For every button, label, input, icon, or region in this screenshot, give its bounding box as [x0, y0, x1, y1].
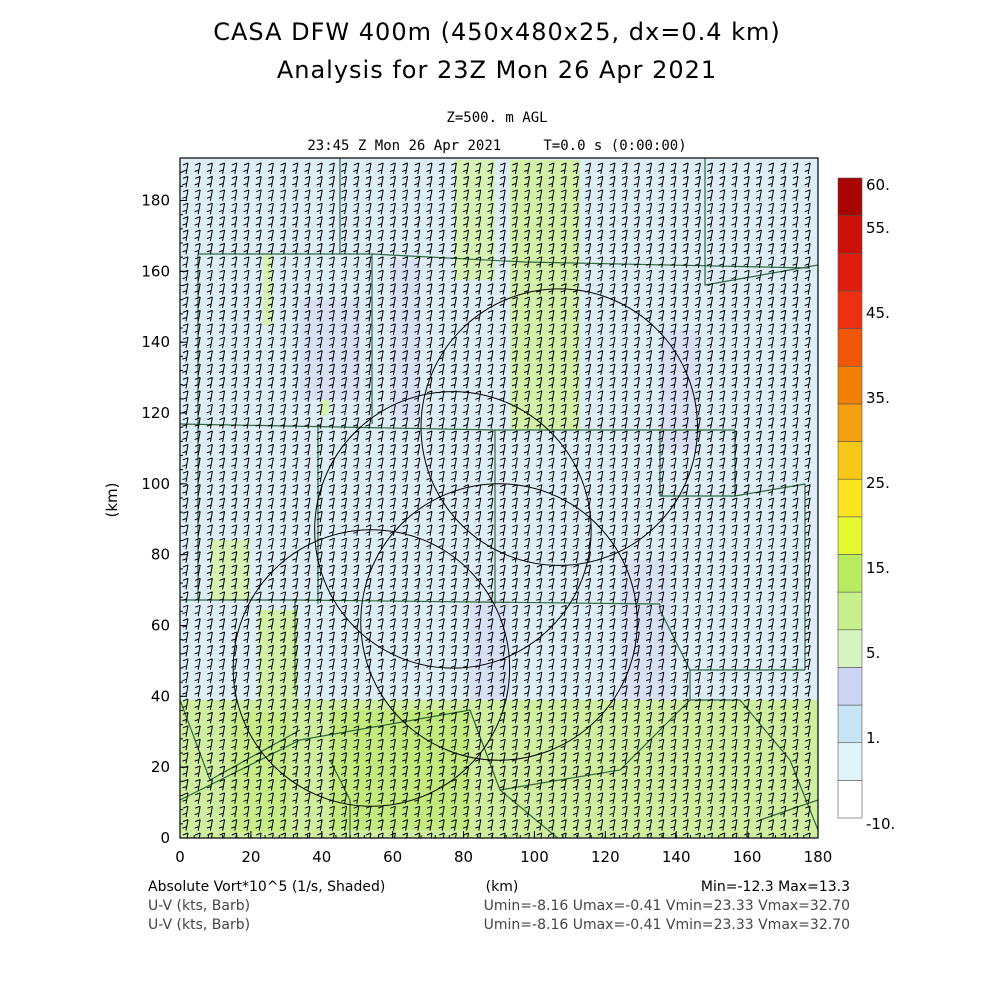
county-boundary — [704, 158, 818, 286]
shading-patch — [620, 560, 670, 700]
colorbar-swatch — [837, 290, 863, 329]
x-tick-label: 140 — [662, 848, 691, 866]
x-axis: 0 20 40 60 80 100 120 140 160 180 — [175, 831, 832, 866]
shading-patch — [263, 255, 273, 325]
chart-title: CASA DFW 400m (450x480x25, dx=0.4 km) — [213, 18, 781, 46]
y-tick-label: 60 — [151, 617, 170, 635]
x-tick-label: 180 — [804, 848, 833, 866]
colorbar-swatch — [837, 704, 863, 744]
y-tick-label: 40 — [151, 687, 170, 705]
y-tick-label: 180 — [141, 192, 170, 210]
footer-field1-name: Absolute Vort*10^5 (1/s, Shaded) — [148, 879, 385, 895]
county-boundary — [329, 759, 351, 838]
colorbar-label: 35. — [866, 389, 890, 407]
colorbar-label: -10. — [866, 815, 895, 833]
radar-range-ring — [314, 391, 592, 669]
y-tick-label: 0 — [160, 829, 170, 847]
shading-patch — [258, 610, 298, 700]
colorbar-label: 5. — [866, 644, 880, 662]
county-boundary — [198, 253, 811, 269]
y-axis: 0 20 40 60 80 100 120 140 160 180 — [141, 157, 187, 847]
x-tick-label: 120 — [591, 848, 620, 866]
county-boundary — [499, 699, 691, 791]
colorbar-swatch — [837, 328, 863, 367]
shading-patch — [210, 540, 250, 600]
x-tick-label: 20 — [241, 848, 260, 866]
colorbar-swatch — [837, 215, 863, 254]
x-tick-label: 160 — [733, 848, 762, 866]
colorbar-label: 45. — [866, 304, 890, 322]
shading-patch — [470, 600, 510, 700]
radar-range-ring — [232, 529, 511, 807]
wind-barbs — [182, 162, 811, 838]
x-tick-label: 0 — [175, 848, 185, 866]
colorbar-swatch — [837, 177, 863, 216]
y-tick-label: 20 — [151, 758, 170, 776]
colorbar-swatch — [837, 554, 863, 593]
footer-field1-units: (km) — [486, 879, 519, 895]
colorbar-swatch — [837, 667, 863, 706]
y-tick-label: 140 — [141, 333, 170, 351]
chart-subtitle: Analysis for 23Z Mon 26 Apr 2021 — [277, 56, 717, 84]
colorbar: 60. 55. 45. 35. 25. 15. 5. 1. -10. — [837, 176, 895, 833]
footer-field3-range: Umin=-8.16 Umax=-0.41 Vmin=23.33 Vmax=32… — [484, 917, 850, 933]
colorbar-label: 55. — [866, 219, 890, 237]
y-tick-label: 80 — [151, 546, 170, 564]
colorbar-swatch — [837, 403, 863, 442]
colorbar-swatch — [837, 252, 863, 292]
county-boundary — [180, 709, 471, 801]
county-boundaries — [180, 158, 818, 838]
colorbar-swatch — [837, 365, 863, 405]
x-tick-label: 80 — [454, 848, 473, 866]
radar-range-ring — [360, 483, 638, 761]
colorbar-swatch — [837, 516, 863, 555]
plot-area — [180, 158, 818, 838]
valid-time-label: 23:45 Z Mon 26 Apr 2021 T=0.0 s (0:00:00… — [307, 138, 686, 154]
x-tick-label: 40 — [312, 848, 331, 866]
level-label: Z=500. m AGL — [446, 110, 547, 126]
colorbar-swatch — [837, 478, 863, 518]
radar-range-ring — [420, 288, 698, 566]
shading-patch — [300, 300, 360, 400]
y-axis-label: (km) — [103, 482, 121, 517]
x-tick-label: 60 — [383, 848, 402, 866]
footer-field1-range: Min=-12.3 Max=13.3 — [701, 879, 850, 895]
colorbar-label: 25. — [866, 474, 890, 492]
footer-field2-range: Umin=-8.16 Umax=-0.41 Vmin=23.33 Vmax=32… — [484, 898, 850, 914]
colorbar-swatch — [837, 742, 863, 781]
shading-patch — [510, 160, 580, 430]
colorbar-swatch — [837, 780, 863, 819]
colorbar-swatch — [837, 441, 863, 480]
county-boundary — [734, 430, 806, 670]
colorbar-label: 60. — [866, 176, 890, 194]
y-tick-label: 100 — [141, 475, 170, 493]
colorbar-label: 1. — [866, 729, 880, 747]
y-tick-label: 160 — [141, 262, 170, 280]
footer-field3-name: U-V (kts, Barb) — [148, 917, 250, 933]
shading-patch — [660, 330, 700, 450]
y-tick-label: 120 — [141, 404, 170, 422]
colorbar-label: 15. — [866, 559, 890, 577]
county-boundary — [689, 670, 818, 831]
x-tick-label: 100 — [520, 848, 549, 866]
radar-range-rings — [232, 288, 698, 807]
colorbar-swatch — [837, 629, 863, 668]
colorbar-swatch — [837, 591, 863, 631]
wind-barb-field — [182, 162, 811, 838]
footer-field2-name: U-V (kts, Barb) — [148, 898, 250, 914]
shading-patch — [330, 710, 470, 830]
